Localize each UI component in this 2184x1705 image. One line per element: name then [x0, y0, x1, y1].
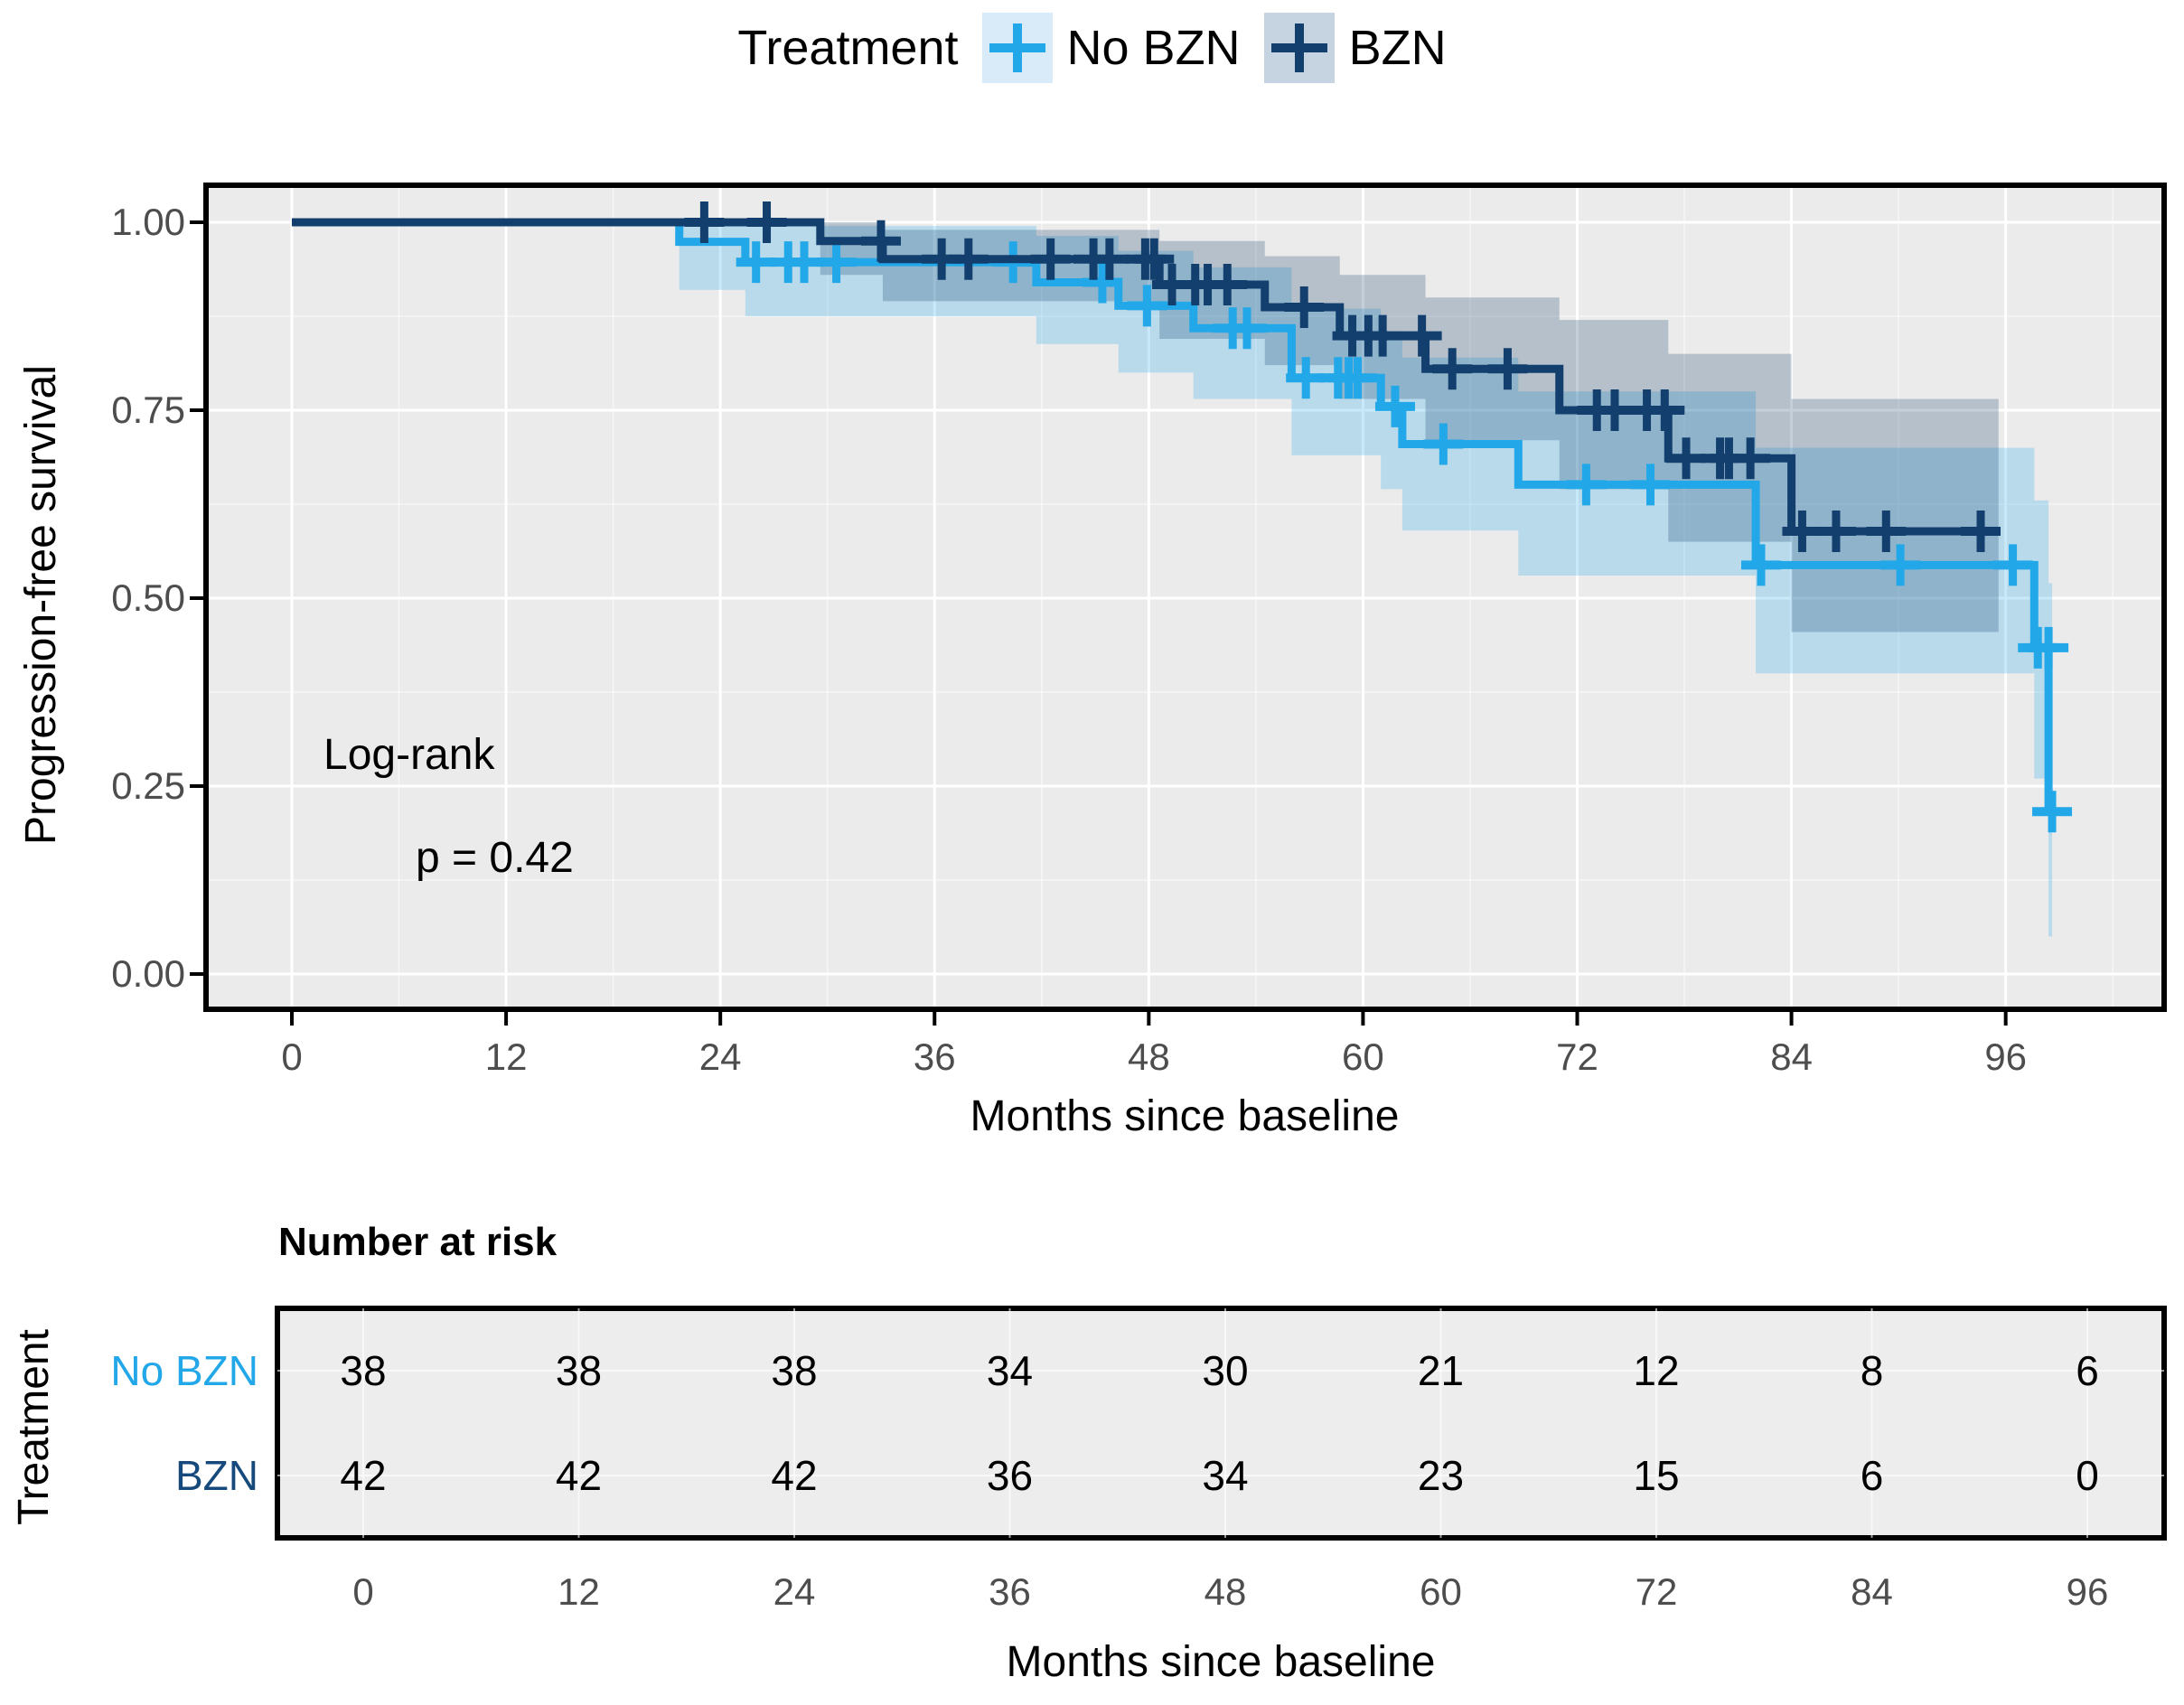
risk-table-x-tick-label: 96 — [2066, 1570, 2109, 1613]
risk-count: 34 — [986, 1347, 1034, 1394]
no-bzn-censor-key-icon — [981, 13, 1053, 83]
risk-table-title: Number at risk — [278, 1220, 558, 1264]
risk-table-x-title: Months since baseline — [1006, 1638, 1436, 1686]
x-tick-label: 0 — [281, 1035, 303, 1078]
risk-table-x-tick-label: 72 — [1635, 1570, 1678, 1613]
x-axis-title: Months since baseline — [970, 1092, 1400, 1140]
logrank-label: Log-rank — [323, 731, 495, 779]
x-tick-label: 72 — [1556, 1035, 1598, 1078]
risk-count: 6 — [2076, 1347, 2099, 1394]
x-tick-label: 84 — [1770, 1035, 1813, 1078]
risk-table-x-tick-label: 24 — [773, 1570, 816, 1613]
y-tick-label: 0.50 — [111, 576, 185, 619]
risk-count: 42 — [340, 1452, 387, 1499]
risk-count: 38 — [771, 1347, 818, 1394]
legend-title: Treatment — [737, 21, 959, 75]
risk-count: 34 — [1202, 1452, 1249, 1499]
risk-row-label-no-bzn: No BZN — [110, 1347, 258, 1394]
y-tick-label: 0.25 — [111, 764, 185, 807]
risk-table-x-tick-label: 12 — [558, 1570, 600, 1613]
risk-table-x-tick-label: 36 — [989, 1570, 1031, 1613]
plot-legend: Treatment No BZN BZN — [0, 13, 2184, 83]
x-tick-label: 12 — [484, 1035, 528, 1078]
y-tick-label: 1.00 — [111, 201, 185, 243]
x-tick-label: 24 — [698, 1035, 742, 1078]
risk-count: 15 — [1633, 1452, 1680, 1499]
pvalue-label: p = 0.42 — [416, 834, 574, 882]
risk-count: 42 — [555, 1452, 603, 1499]
x-tick-label: 96 — [1984, 1035, 2028, 1078]
risk-count: 38 — [340, 1347, 387, 1394]
risk-count: 21 — [1417, 1347, 1465, 1394]
risk-table-x-tick-label: 0 — [352, 1570, 374, 1613]
bzn-censor-key-icon — [1263, 13, 1335, 83]
risk-count: 38 — [555, 1347, 603, 1394]
risk-count: 30 — [1202, 1347, 1249, 1394]
y-tick-label: 0.75 — [111, 389, 185, 431]
risk-count: 6 — [1860, 1452, 1884, 1499]
risk-count: 0 — [2076, 1452, 2099, 1499]
risk-count: 42 — [771, 1452, 818, 1499]
y-tick-label: 0.00 — [111, 952, 185, 995]
legend-label-bzn: BZN — [1348, 21, 1447, 75]
risk-count: 36 — [986, 1452, 1034, 1499]
x-tick-label: 48 — [1127, 1035, 1170, 1078]
x-tick-label: 60 — [1342, 1035, 1384, 1078]
risk-table-x-tick-label: 48 — [1204, 1570, 1247, 1613]
risk-table-side-label: Treatment — [10, 1329, 58, 1526]
legend-item-no-bzn: No BZN — [981, 13, 1241, 83]
risk-count: 8 — [1860, 1347, 1884, 1394]
risk-row-label-bzn: BZN — [175, 1452, 258, 1499]
legend-label-no-bzn: No BZN — [1066, 21, 1241, 75]
x-tick-label: 36 — [913, 1035, 956, 1078]
legend-item-bzn: BZN — [1263, 13, 1447, 83]
risk-count: 23 — [1417, 1452, 1465, 1499]
risk-table-x-tick-label: 60 — [1420, 1570, 1462, 1613]
risk-count: 12 — [1633, 1347, 1680, 1394]
risk-table-x-tick-label: 84 — [1851, 1570, 1893, 1613]
